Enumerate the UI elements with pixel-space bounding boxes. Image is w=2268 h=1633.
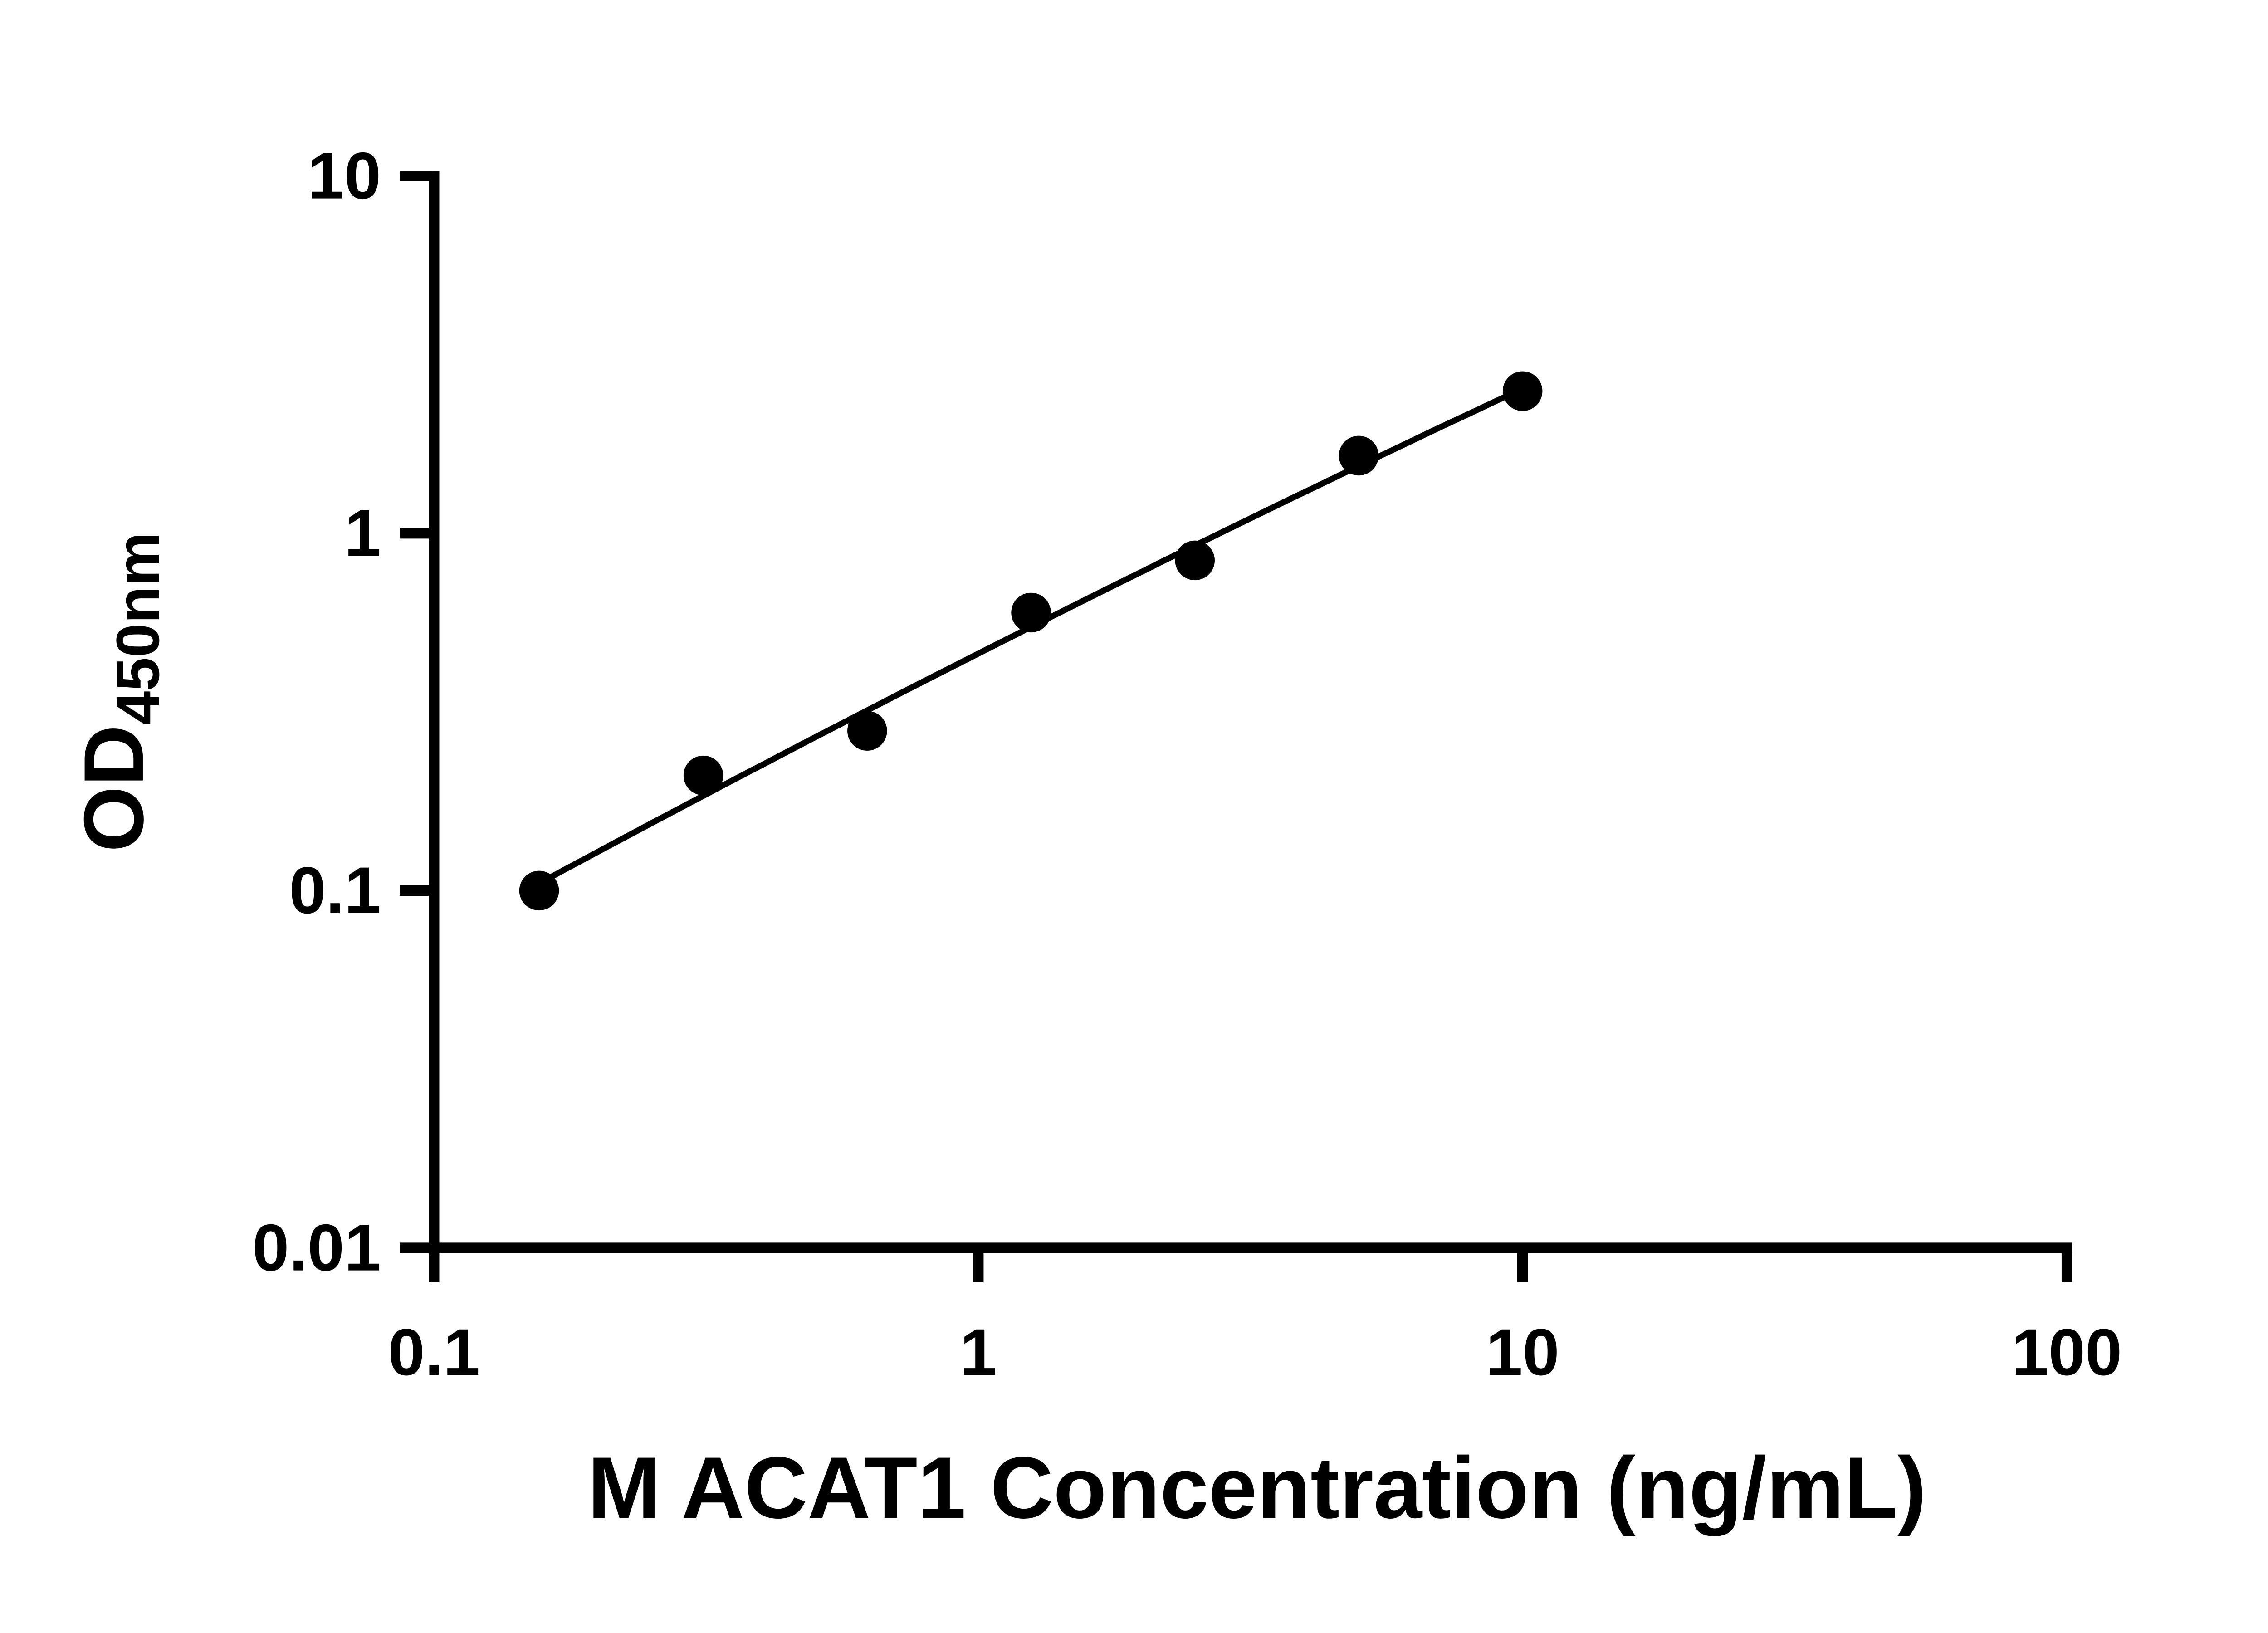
data-point: [1175, 540, 1215, 581]
y-axis-title-subscript: 450nm: [104, 532, 172, 725]
data-point: [1339, 435, 1379, 476]
y-axis-title: OD450nm: [66, 532, 172, 852]
data-point: [1011, 592, 1051, 633]
y-tick-label: 0.1: [289, 853, 381, 927]
y-tick-label: 10: [308, 139, 381, 213]
x-axis-title: M ACAT1 Concentration (ng/mL): [587, 1439, 1926, 1536]
data-point: [1502, 371, 1543, 411]
x-tick-label: 1: [960, 1315, 997, 1389]
y-axis-title-main: OD: [66, 725, 161, 852]
y-tick-label: 1: [344, 496, 381, 570]
x-tick-label: 0.1: [388, 1315, 480, 1389]
data-point: [519, 870, 559, 911]
data-point: [683, 755, 723, 796]
x-tick-label: 100: [2012, 1315, 2122, 1389]
x-tick-label: 10: [1486, 1315, 1559, 1389]
data-point: [847, 711, 887, 751]
y-tick-label: 0.01: [252, 1211, 381, 1285]
